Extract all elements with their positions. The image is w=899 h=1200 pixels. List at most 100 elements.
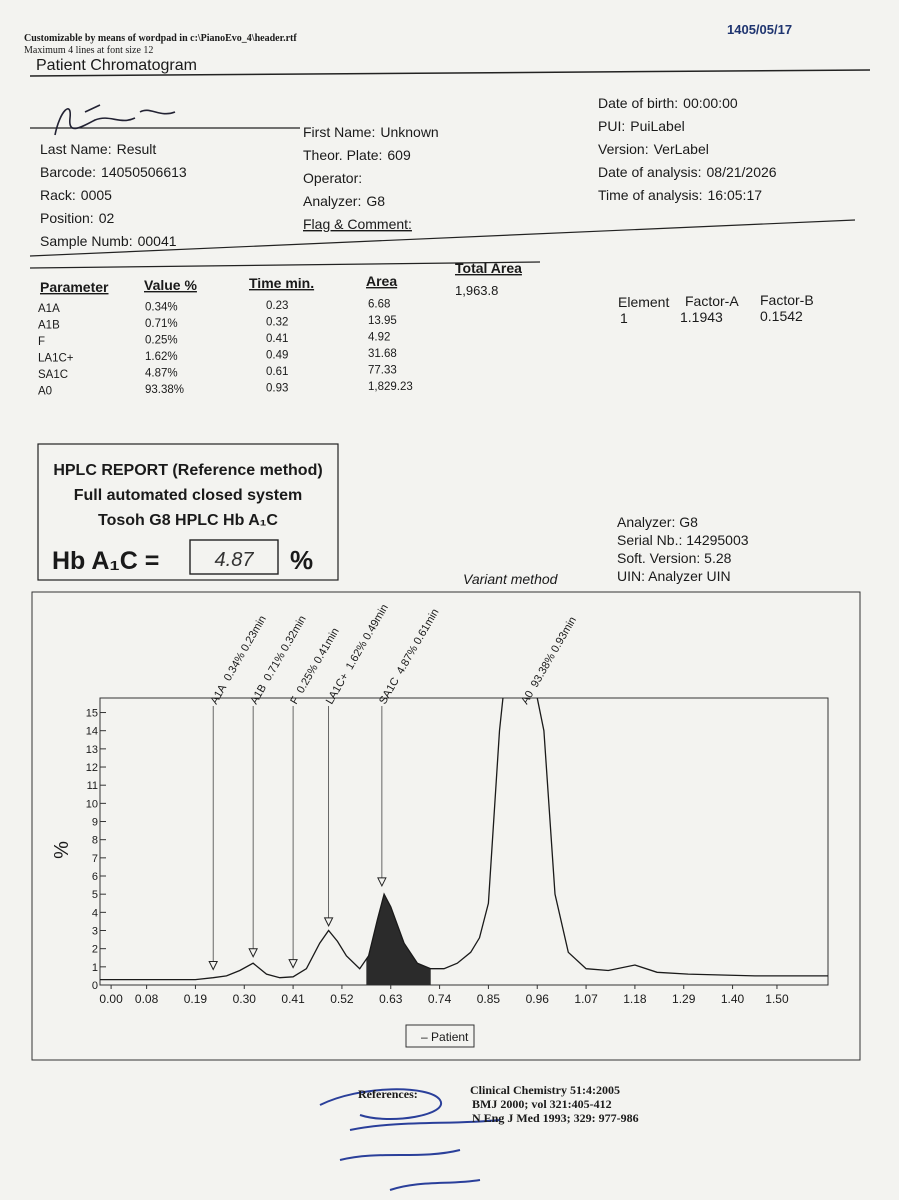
- reference: Clinical Chemistry 51:4:2005: [470, 1083, 620, 1097]
- table-cell: 4.87%: [145, 368, 178, 380]
- table-cell: 0.34%: [145, 302, 178, 314]
- plot-area: [99, 697, 829, 986]
- table-cell: LA1C+: [38, 353, 74, 365]
- table-cell: 0.41: [266, 333, 288, 345]
- result-value: 4.87: [215, 549, 255, 571]
- x-tick-label: 1.18: [623, 992, 647, 1006]
- field-value: 0005: [81, 187, 112, 203]
- y-tick-label: 13: [86, 744, 98, 756]
- x-tick-label: 0.08: [135, 992, 159, 1006]
- result-label: Hb A₁C =: [52, 547, 159, 575]
- field-value: PuiLabel: [630, 118, 685, 134]
- field: Flag & Comment:: [303, 216, 412, 232]
- field-value: 16:05:17: [708, 187, 763, 203]
- field: Theor. Plate: 609: [303, 147, 411, 163]
- report-title: Patient Chromatogram: [36, 57, 197, 74]
- field: Time of analysis: 16:05:17: [598, 187, 762, 203]
- y-tick-label: 7: [92, 853, 98, 865]
- table-cell: 0.49: [266, 350, 288, 362]
- y-tick-label: 12: [86, 762, 98, 774]
- reference: N Eng J Med 1993; 329: 977-986: [472, 1111, 639, 1125]
- field-label: Date of birth:: [598, 95, 678, 111]
- field: Analyzer: G8: [303, 193, 385, 209]
- factor-header: Element: [618, 294, 669, 310]
- table-cell: 93.38%: [145, 384, 184, 396]
- result-unit: %: [290, 545, 313, 575]
- report-date: 1405/05/17: [727, 22, 792, 37]
- field: Date of analysis: 08/21/2026: [598, 164, 777, 180]
- field-label: First Name:: [303, 124, 375, 140]
- field-label: Date of analysis:: [598, 164, 702, 180]
- field-label: Rack:: [40, 187, 76, 203]
- y-tick-label: 10: [86, 798, 98, 810]
- x-tick-label: 1.50: [765, 992, 789, 1006]
- analyzer-info: UIN: Analyzer UIN: [617, 568, 731, 584]
- field-value: 14050506613: [101, 164, 187, 180]
- x-tick-label: 0.00: [99, 992, 123, 1006]
- factor-header: Factor-B: [760, 292, 814, 308]
- peak-name: A0: [519, 689, 536, 707]
- peak-marker: [288, 959, 298, 969]
- field-label: Flag & Comment:: [303, 216, 412, 232]
- field-label: PUI:: [598, 118, 625, 134]
- y-tick-label: 6: [92, 871, 98, 883]
- field: Date of birth: 00:00:00: [598, 95, 738, 111]
- y-axis-label: %: [51, 841, 73, 859]
- report-box: [37, 443, 339, 581]
- result-box: [189, 539, 279, 575]
- table-cell: 0.71%: [145, 318, 178, 330]
- field: First Name: Unknown: [303, 124, 439, 140]
- field-label: Version:: [598, 141, 649, 157]
- report-line: HPLC REPORT (Reference method): [53, 462, 322, 479]
- analyzer-info: Analyzer: G8: [617, 514, 698, 530]
- table-cell: 0.25%: [145, 335, 178, 347]
- legend-label: Patient: [431, 1030, 469, 1044]
- chart-annotation: Variant method: [463, 571, 559, 587]
- field: Last Name: Result: [40, 141, 156, 157]
- y-tick-label: 11: [87, 780, 98, 792]
- peak-marker: [377, 877, 387, 888]
- stamp: [319, 1088, 501, 1191]
- field-value: VerLabel: [654, 141, 709, 157]
- factor-cell: 0.1542: [760, 308, 803, 324]
- table-cell: 0.93: [266, 383, 288, 395]
- y-tick-label: 2: [92, 944, 98, 956]
- section-rule: [29, 219, 856, 257]
- field: Operator:: [303, 170, 362, 186]
- table-cell: A1B: [38, 320, 60, 332]
- table-cell: 0.61: [266, 366, 288, 378]
- table-cell: 1.62%: [145, 351, 178, 363]
- field-value: 00:00:00: [683, 95, 738, 111]
- y-tick-label: 1: [92, 962, 98, 974]
- table-header: Time min.: [249, 275, 314, 291]
- analyzer-info: Serial Nb.: 14295003: [617, 532, 749, 548]
- field: Version: VerLabel: [598, 141, 709, 157]
- y-tick-label: 15: [86, 708, 98, 720]
- field: Barcode: 14050506613: [40, 164, 187, 180]
- header-rule: [29, 69, 871, 77]
- header-note: Customizable by means of wordpad in c:\P…: [24, 33, 297, 44]
- legend-box: [405, 1024, 475, 1048]
- report-line: Tosoh G8 HPLC Hb A₁C: [98, 512, 278, 529]
- field-label: Last Name:: [40, 141, 112, 157]
- x-tick-label: 0.30: [233, 992, 257, 1006]
- table-cell: 0.23: [266, 300, 288, 312]
- peak-marker: [323, 917, 334, 927]
- field-value: Result: [117, 141, 157, 157]
- chart-frame: [31, 591, 861, 1061]
- table-cell: A0: [38, 386, 52, 398]
- table-rule: [29, 261, 541, 269]
- chromatogram-line: [100, 698, 828, 981]
- field-label: Barcode:: [40, 164, 96, 180]
- field-value: 00041: [138, 233, 177, 249]
- table-cell: 31.68: [368, 348, 397, 360]
- x-tick-label: 1.07: [574, 992, 598, 1006]
- analyzer-info: Soft. Version: 5.28: [617, 550, 732, 566]
- field-value: 02: [99, 210, 115, 226]
- table-header: Parameter: [40, 279, 109, 295]
- factor-header: Factor-A: [685, 293, 739, 309]
- table-cell: 4.92: [368, 332, 390, 344]
- y-tick-label: 4: [92, 907, 98, 919]
- table-header: Value %: [144, 277, 197, 293]
